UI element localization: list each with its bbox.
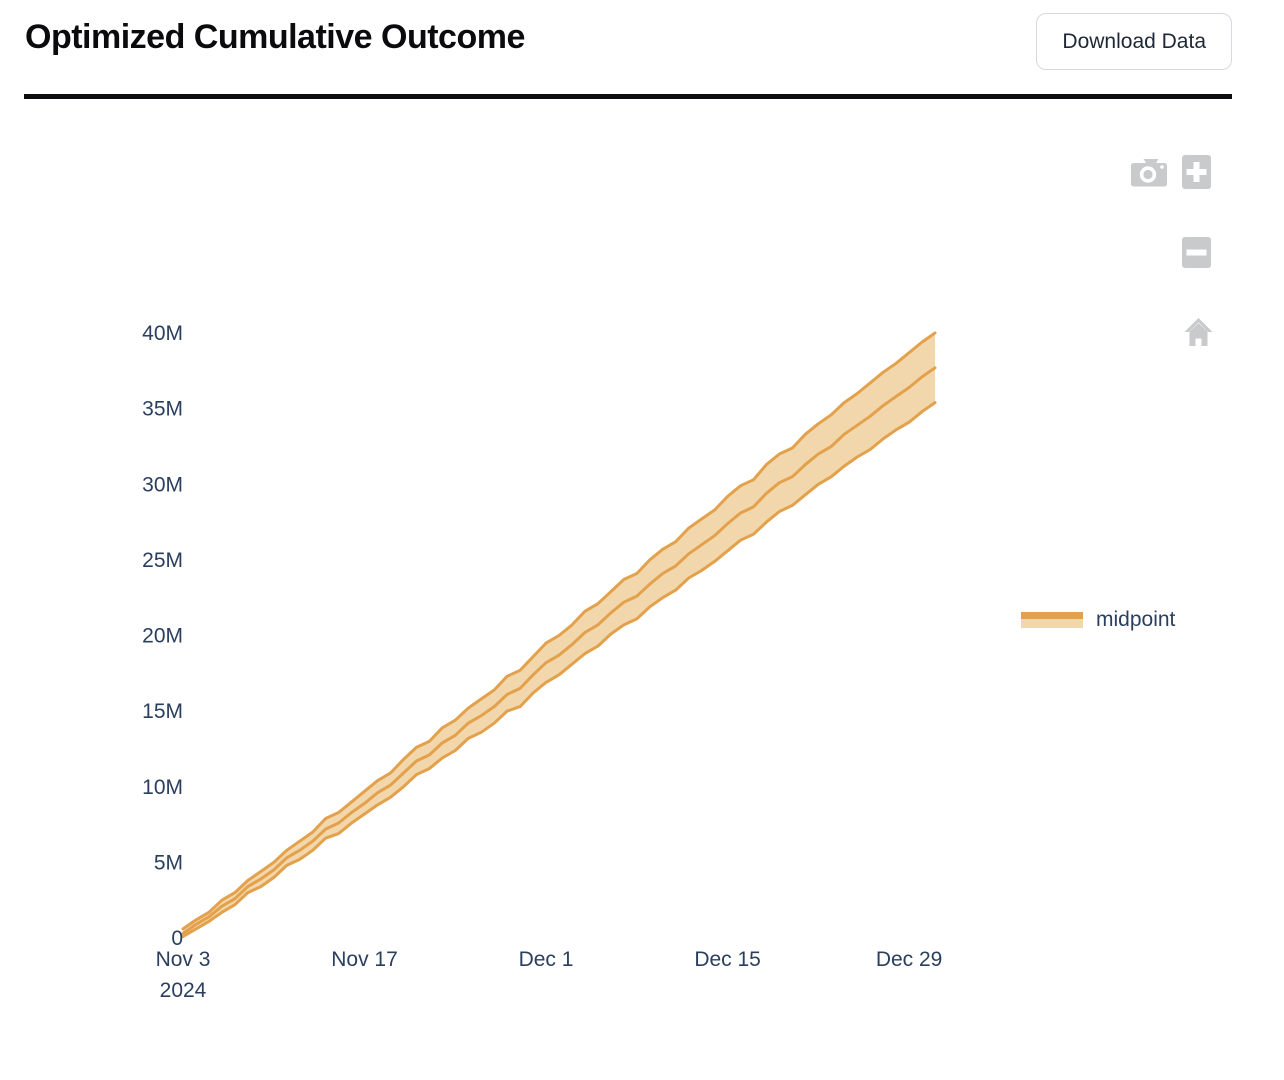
legend: midpoint (1021, 604, 1175, 636)
midpoint-line (181, 366, 937, 935)
y-tick-label: 10M (142, 776, 183, 799)
legend-fill-color (1021, 619, 1083, 628)
camera-button[interactable] (1131, 156, 1167, 189)
page-title: Optimized Cumulative Outcome (25, 18, 525, 56)
legend-item-midpoint[interactable]: midpoint (1021, 608, 1175, 632)
home-icon (1184, 317, 1213, 349)
x-tick-label: Dec 15 (694, 948, 761, 971)
y-tick-label: 40M (142, 322, 183, 345)
y-tick-label: 15M (142, 700, 183, 723)
y-tick-label: 25M (142, 549, 183, 572)
y-tick-label: 35M (142, 398, 183, 421)
y-tick-label: 0 (171, 927, 183, 950)
zoom-in-button[interactable] (1182, 155, 1211, 189)
zoom-in-icon (1182, 155, 1211, 189)
x-tick-label: Dec 29 (876, 948, 943, 971)
download-data-button[interactable]: Download Data (1036, 13, 1232, 70)
y-tick-label: 30M (142, 473, 183, 496)
camera-icon (1131, 156, 1167, 189)
reset-view-button[interactable] (1184, 317, 1213, 349)
zoom-out-button[interactable] (1182, 237, 1211, 268)
y-tick-label: 5M (154, 851, 183, 874)
legend-label: midpoint (1096, 608, 1176, 631)
x-tick-label: Dec 1 (519, 948, 574, 971)
zoom-out-icon (1182, 237, 1211, 268)
header-divider (24, 94, 1232, 99)
legend-line-color (1021, 612, 1083, 619)
x-tick-label: Nov 3 (156, 948, 211, 971)
midpoint-legend-swatch (1021, 612, 1083, 628)
x-tick-sublabel: 2024 (160, 979, 207, 1002)
upper-bound-line (181, 331, 937, 931)
lower-bound-line (181, 401, 937, 938)
x-tick-label: Nov 17 (331, 948, 398, 971)
y-tick-label: 20M (142, 625, 183, 648)
